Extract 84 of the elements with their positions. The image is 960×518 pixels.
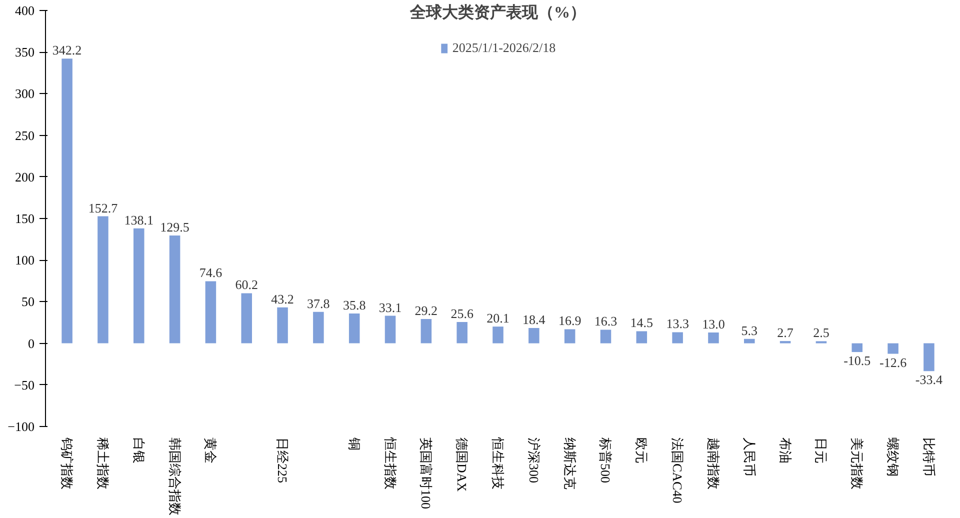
x-tick-label: 美元指数	[850, 438, 865, 490]
y-tick-label: 0	[28, 336, 34, 351]
text: -33.4	[915, 372, 943, 388]
text: -10.5	[844, 353, 871, 368]
x-tick-label: 英国富时100	[418, 438, 434, 509]
x-tick-label: 欧元	[634, 438, 650, 464]
bar	[744, 338, 755, 344]
x-tick-label: 白银	[131, 438, 146, 464]
x-tick-label: 铜	[346, 436, 362, 450]
text: 43.2	[271, 291, 294, 306]
x-tick-label: 黄金	[203, 438, 218, 464]
x-tick-label: 标普500	[598, 436, 614, 483]
chart-title: 全球大类资产表现（%）	[409, 4, 586, 22]
text: 129.5	[160, 220, 190, 235]
text: 25.6	[450, 306, 474, 321]
x-tick-label: 日经225	[275, 438, 290, 483]
bar	[384, 316, 396, 344]
text: 13.3	[666, 316, 689, 332]
text: 13.0	[702, 316, 725, 332]
y-tick-label: 250	[15, 128, 34, 143]
x-tick-label: 越南指数	[706, 438, 721, 490]
text: 20.1	[486, 310, 510, 326]
bar	[241, 293, 252, 344]
text: 138.1	[124, 212, 154, 228]
bar	[600, 330, 612, 344]
x-tick-label: 恒生指数	[382, 436, 398, 490]
text: 152.7	[88, 200, 118, 216]
text: 60.2	[235, 277, 258, 292]
bar	[313, 312, 324, 344]
text: 2.7	[777, 325, 794, 340]
y-tick-label: 100	[15, 252, 34, 268]
x-tick-label: 韩国综合指数	[167, 438, 182, 516]
y-tick-label: −50	[14, 377, 35, 392]
y-tick-label: 50	[22, 294, 34, 310]
y-tick-label: −100	[8, 419, 35, 434]
bar	[564, 329, 576, 344]
x-tick-label: 比特币	[921, 438, 936, 476]
bar	[888, 343, 898, 354]
text: -12.6	[880, 354, 907, 370]
x-tick-label: 沪深300	[526, 438, 542, 483]
text: 16.9	[558, 313, 582, 328]
bar	[708, 332, 719, 344]
bar	[528, 328, 540, 344]
legend-label: 2025/1/1-2026/2/18	[452, 40, 556, 56]
x-tick-label: 螺纹钢	[886, 438, 901, 476]
x-tick-label: 纳斯达克	[562, 438, 578, 490]
bar	[672, 332, 683, 344]
text: 5.3	[741, 322, 758, 338]
x-tick-label: 钨矿指数	[60, 436, 75, 490]
text: 14.5	[630, 315, 654, 330]
text: 342.2	[52, 42, 82, 58]
bar	[169, 236, 180, 344]
text: 29.2	[414, 303, 438, 318]
bar	[924, 343, 934, 372]
y-tick-label: 200	[15, 169, 34, 184]
bar	[492, 326, 504, 344]
x-tick-label: 布油	[778, 438, 793, 464]
bar	[98, 216, 108, 344]
bar	[348, 314, 360, 344]
y-tick-label: 400	[15, 3, 34, 18]
x-tick-label: 人民币	[742, 438, 757, 476]
text: 33.1	[378, 300, 402, 315]
text: 37.8	[307, 296, 330, 311]
x-tick-label: 日元	[814, 438, 829, 464]
bar	[277, 307, 288, 344]
y-tick-label: 300	[15, 86, 34, 102]
y-tick-label: 150	[15, 211, 34, 226]
text: 18.4	[522, 312, 546, 327]
bar	[636, 331, 648, 344]
x-tick-label: 稀土指数	[95, 438, 110, 490]
bar	[852, 343, 863, 352]
x-tick-label: 法国CAC40	[670, 438, 686, 504]
bar	[420, 319, 432, 344]
bar	[62, 58, 72, 344]
bar	[205, 281, 216, 344]
bar	[456, 322, 468, 344]
x-tick-label: 德国DAX	[454, 438, 470, 492]
x-tick-label: 恒生科技	[490, 436, 506, 490]
text: 35.8	[342, 298, 366, 313]
y-tick-label: 350	[15, 44, 34, 60]
text: 74.6	[199, 265, 222, 280]
text: 2.5	[813, 325, 830, 340]
text: 16.3	[594, 314, 618, 329]
bar	[133, 228, 144, 344]
